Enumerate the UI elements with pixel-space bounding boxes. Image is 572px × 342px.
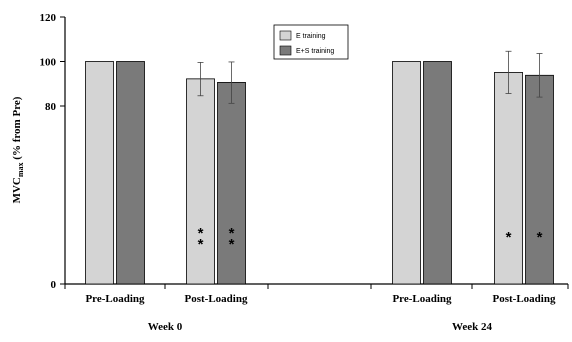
y-tick-label: 120: [40, 12, 57, 24]
chart-legend: E training E+S training: [273, 24, 349, 60]
bar: [85, 61, 114, 285]
significance-mark: *: [537, 229, 543, 246]
bar: [217, 82, 246, 285]
y-tick-label: 100: [40, 57, 57, 69]
y-tick-label: 80: [45, 101, 57, 113]
x-category-label: Post-Loading: [493, 293, 556, 305]
bar: [423, 61, 452, 285]
significance-mark: * *: [229, 225, 235, 253]
y-tick-label: 0: [51, 279, 57, 291]
bar: [494, 72, 523, 285]
legend-label: E training: [296, 33, 326, 40]
significance-mark: * *: [198, 225, 204, 253]
legend-swatch: [279, 30, 292, 41]
x-category-label: Pre-Loading: [392, 293, 452, 305]
significance-mark: *: [506, 229, 512, 246]
x-category-label: Pre-Loading: [85, 293, 145, 305]
chart-bars: * * ** * *: [85, 50, 554, 285]
bar: [116, 61, 145, 285]
y-axis-label: MVCmax (% from Pre): [11, 96, 25, 203]
x-category-label: Post-Loading: [185, 293, 248, 305]
legend-swatch: [279, 45, 292, 56]
bar: [525, 74, 554, 285]
legend-label: E+S training: [296, 48, 334, 55]
chart-labels: Pre-Loading Post-Loading Pre-Loading Post-L…: [85, 293, 556, 333]
bar: [186, 78, 215, 285]
chart-axes: 0 80 100 120 MVCmax (% from Pre): [11, 12, 569, 291]
x-group-label: Week 24: [452, 321, 493, 333]
x-group-label: Week 0: [148, 321, 183, 333]
bar: [392, 61, 421, 285]
